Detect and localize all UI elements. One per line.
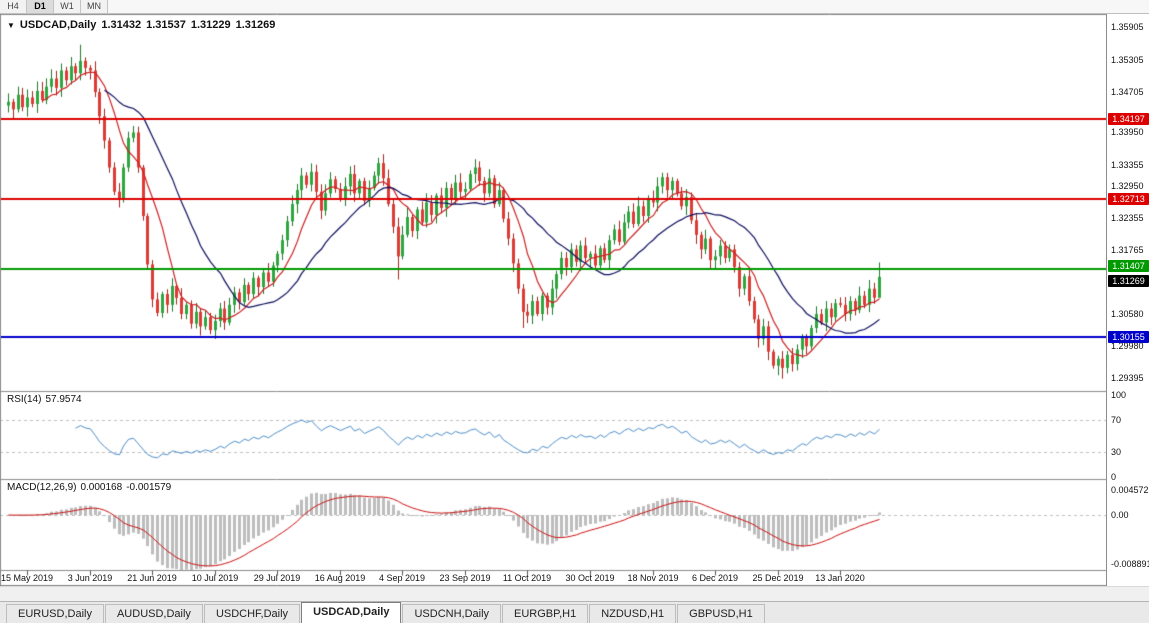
rsi-axis-tick: 30	[1111, 447, 1122, 458]
price-axis-tick: 1.33355	[1111, 159, 1144, 170]
macd-name: MACD(12,26,9)	[7, 482, 77, 493]
macd-main-value: 0.000168	[80, 482, 123, 493]
chart-symbol-label: USDCAD,Daily	[19, 19, 97, 31]
price-axis-tick: 1.31765	[1111, 245, 1144, 256]
level-price-label: 1.30155	[1108, 330, 1149, 343]
timeframe-toolbar: H4 D1 W1 MN	[0, 0, 1149, 14]
rsi-axis-tick: 100	[1111, 390, 1127, 400]
ohlc-high: 1.31537	[146, 19, 186, 31]
date-axis-label: 23 Sep 2019	[439, 573, 491, 583]
macd-axis-tick: 0.00	[1111, 510, 1129, 520]
rsi-indicator-label: RSI(14) 57.9574	[7, 394, 86, 405]
timeframe-button-mn[interactable]: MN	[81, 0, 108, 13]
date-axis-label: 6 Dec 2019	[691, 573, 739, 583]
chart-tab-usdcad[interactable]: USDCAD,Daily	[301, 602, 402, 623]
chart-tab-bar: EURUSD,Daily AUDUSD,Daily USDCHF,Daily USDC…	[0, 601, 1149, 623]
date-axis-label: 25 Dec 2019	[752, 573, 804, 583]
macd-axis-tick: 0.004572	[1111, 484, 1149, 495]
date-axis-label: 29 Jul 2019	[253, 573, 301, 583]
price-axis-tick: 1.32950	[1111, 181, 1144, 192]
chart-tab-gbpusd[interactable]: GBPUSD,H1	[677, 604, 765, 623]
price-axis-tick: 1.29980	[1111, 341, 1144, 352]
ohlc-open: 1.31432	[101, 19, 142, 31]
macd-axis-tick: -0.008891	[1111, 559, 1149, 570]
date-axis-label: 4 Sep 2019	[378, 573, 426, 583]
rsi-value: 57.9574	[45, 394, 82, 405]
date-axis-label: 11 Oct 2019	[502, 573, 552, 583]
time-axis[interactable]: 15 May 2019 3 Jun 2019 21 Jun 2019 10 Jul 2…	[0, 570, 1106, 586]
status-strip	[0, 586, 1149, 601]
price-axis-tick: 1.35305	[1111, 54, 1144, 65]
level-price-label: 1.34197	[1108, 113, 1149, 126]
chart-title: ▼ USDCAD,Daily 1.31432 1.31537 1.31229 1.3126…	[7, 19, 280, 31]
current-price-label: 1.31269	[1108, 274, 1149, 287]
chart-tab-eurusd[interactable]: EURUSD,Daily	[6, 604, 104, 623]
rsi-axis-tick: 70	[1111, 414, 1122, 425]
one-click-trading-icon[interactable]: ▼	[7, 21, 15, 30]
date-axis-label: 13 Jan 2020	[815, 573, 865, 583]
ohlc-close: 1.31269	[235, 19, 276, 31]
chart-tab-eurgbp[interactable]: EURGBP,H1	[502, 604, 589, 623]
price-axis-tick: 1.34705	[1111, 86, 1144, 97]
date-axis-label: 16 Aug 2019	[314, 573, 366, 583]
chart-tab-nzdusd[interactable]: NZDUSD,H1	[589, 604, 677, 623]
date-axis-label: 30 Oct 2019	[565, 573, 615, 583]
rsi-axis-tick: 0	[1111, 472, 1117, 482]
price-axis-tick: 1.33950	[1111, 127, 1144, 138]
price-axis-tick: 1.32355	[1111, 213, 1144, 224]
date-axis-label: 3 Jun 2019	[67, 573, 113, 583]
chart-tab-usdchf[interactable]: USDCHF,Daily	[203, 604, 301, 623]
date-axis-label: 18 Nov 2019	[627, 573, 679, 583]
date-axis-label: 15 May 2019	[0, 573, 54, 583]
level-price-label: 1.32713	[1108, 193, 1149, 206]
chart-tab-usdcnh[interactable]: USDCNH,Daily	[402, 604, 502, 623]
price-axis-tick: 1.29395	[1111, 372, 1144, 383]
timeframe-button-d1[interactable]: D1	[27, 0, 54, 13]
price-axis-tick: 1.30580	[1111, 308, 1144, 319]
chart-tab-audusd[interactable]: AUDUSD,Daily	[104, 604, 203, 623]
rsi-name: RSI(14)	[7, 394, 42, 405]
macd-signal-value: -0.001579	[126, 482, 172, 493]
timeframe-button-h4[interactable]: H4	[0, 0, 27, 13]
price-axis[interactable]: 1.35905 1.35305 1.34705 1.33950 1.33355 1.329…	[1106, 14, 1149, 586]
macd-indicator-label: MACD(12,26,9) 0.000168 -0.001579	[7, 482, 175, 493]
price-chart-canvas[interactable]	[0, 14, 1106, 586]
date-axis-label: 10 Jul 2019	[191, 573, 239, 583]
price-axis-tick: 1.35905	[1111, 22, 1144, 33]
timeframe-button-w1[interactable]: W1	[54, 0, 81, 13]
level-price-label: 1.31407	[1108, 260, 1149, 273]
ohlc-low: 1.31229	[190, 19, 231, 31]
date-axis-label: 21 Jun 2019	[127, 573, 177, 583]
